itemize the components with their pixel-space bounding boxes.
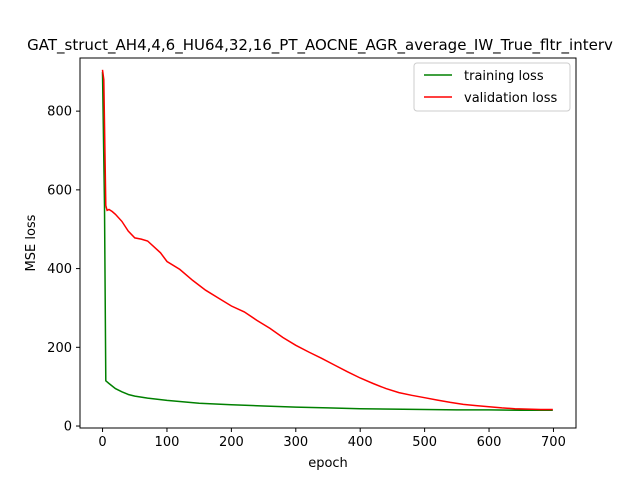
y-tick-label: 800 [47,105,72,120]
y-tick-label: 0 [64,420,72,435]
x-tick-label: 200 [219,435,244,450]
x-tick-label: 300 [283,435,308,450]
series-line-validation [101,69,553,411]
series-line-training [101,71,553,412]
x-axis-label: epoch [308,456,348,471]
legend-box [413,62,571,112]
legend: training loss validation loss [413,62,571,112]
y-tick-label: 400 [47,262,72,277]
y-axis-label: MSE loss [24,214,39,271]
x-tick-label: 500 [412,435,437,450]
x-tick-label: 400 [348,435,373,450]
x-tick-label: 100 [155,435,180,450]
legend-label-training: training loss [464,69,544,84]
x-tick-label: 0 [98,435,106,450]
y-tick-label: 600 [47,183,72,198]
legend-label-validation: validation loss [464,91,557,106]
y-axis-ticks: 0 200 400 600 800 [47,105,80,435]
y-tick-label: 200 [47,341,72,356]
plot-frame [79,57,577,429]
x-axis-ticks: 0 100 200 300 400 500 600 700 [98,428,566,450]
chart-title: GAT_struct_AH4,4,6_HU64,32,16_PT_AOCNE_A… [27,36,613,55]
x-tick-label: 700 [541,435,566,450]
plot-lines [101,69,553,412]
x-tick-label: 600 [477,435,502,450]
